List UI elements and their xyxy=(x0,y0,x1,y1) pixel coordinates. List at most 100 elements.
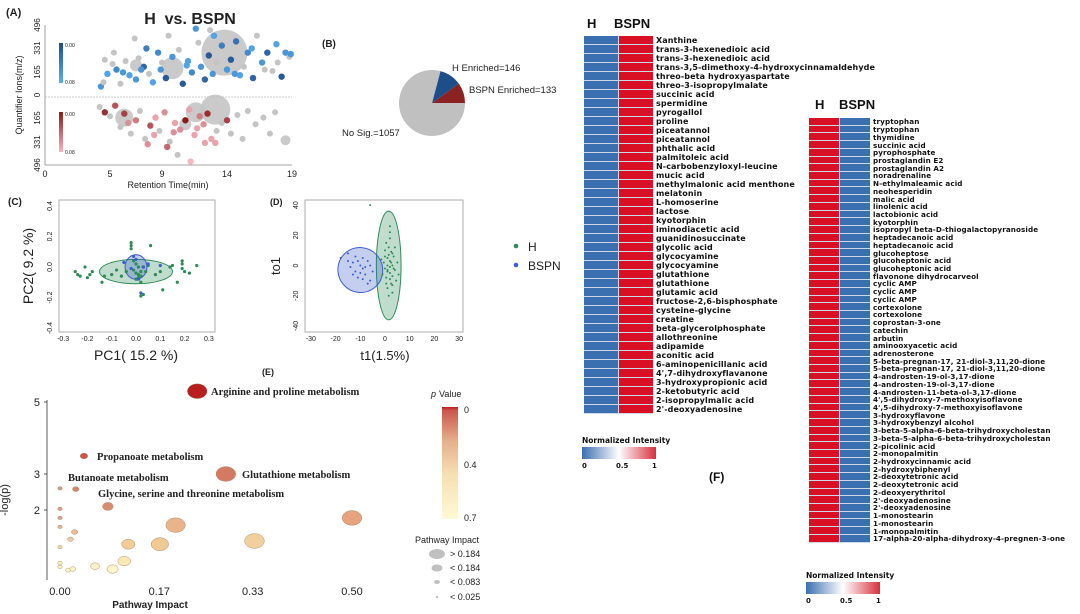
metabolite-label: adrenosterone xyxy=(873,348,934,358)
heatmap-cell-bspn xyxy=(618,45,653,54)
heatmap-cell-h xyxy=(584,306,619,315)
heatmap-cell-h xyxy=(584,207,619,216)
a-point-top xyxy=(248,45,255,52)
point-h xyxy=(390,282,393,285)
point-h xyxy=(387,253,390,256)
a-point-top xyxy=(131,35,138,42)
y-tick: -0.2 xyxy=(47,291,54,303)
point-bspn xyxy=(136,277,141,281)
metabolite-label: cortexolone xyxy=(873,302,923,312)
point-h xyxy=(139,294,143,298)
e-label-butanoate: Butanoate metabolism xyxy=(68,473,169,484)
pathway-bubble xyxy=(57,545,63,549)
point-h xyxy=(161,288,165,292)
heatmap2-legend-tick-1: 1 xyxy=(876,597,881,605)
a-point-top xyxy=(104,70,111,78)
point-h xyxy=(110,273,114,277)
heatmap-cell-bspn xyxy=(839,496,870,504)
a-point-top xyxy=(154,49,162,56)
metabolite-label: thymidine xyxy=(873,132,915,142)
heatmap-row: 4-androsten-11-beta-ol-3,17-dione xyxy=(809,388,1016,397)
point-h xyxy=(391,264,394,267)
heatmap-row: 4',5-dihydroxy-7-methoxyisoflavone xyxy=(809,395,1023,404)
heatmap-cell-h xyxy=(809,249,840,257)
a-point-top xyxy=(209,70,216,78)
heatmap-cell-bspn xyxy=(839,272,870,281)
e-cb-tick-1: 0.4 xyxy=(464,460,477,470)
heatmap2-legend-tick-mid: 0.5 xyxy=(840,597,853,605)
heatmap-cell-h xyxy=(584,99,619,108)
point-h xyxy=(139,274,143,278)
heatmap-cell-bspn xyxy=(618,396,653,405)
a-point-bottom xyxy=(260,114,267,121)
heatmap-cell-bspn xyxy=(618,81,653,90)
x-tick: 0.1 xyxy=(155,336,165,343)
heatmap-row: coprostan-3-one xyxy=(809,318,941,327)
heatmap-cell-h xyxy=(584,54,619,63)
heatmap1-legend-title: Normalized Intensity xyxy=(582,436,671,445)
point-bspn xyxy=(351,261,354,264)
e-size-legend-mark-4 xyxy=(435,596,439,598)
heatmap-cell-h xyxy=(809,527,840,535)
a-point-top xyxy=(117,80,124,87)
a-x-tick: 14 xyxy=(222,169,232,179)
heatmap1-legend-tick-0: 0 xyxy=(582,462,587,470)
e-size-legend-title: Pathway Impact xyxy=(415,535,480,545)
heatmap-cell-bspn xyxy=(618,360,653,369)
a-point-bottom xyxy=(212,139,219,147)
heatmap-cell-h xyxy=(809,449,840,458)
heatmap-cell-bspn xyxy=(839,280,870,288)
heatmap-cell-h xyxy=(584,333,619,342)
metabolite-label: heptadecanoic acid xyxy=(873,240,954,250)
panel-d-label: (D) xyxy=(270,197,283,207)
metabolite-label: glucoheptonic acid xyxy=(873,264,952,274)
point-h xyxy=(396,261,399,264)
panel-c: (C) -0.3 -0.2 -0.1 0.0 0.1 0.2 0.30.40.20.0-0.… xyxy=(8,197,216,363)
a-point-top xyxy=(231,70,238,78)
point-h xyxy=(134,271,138,275)
heatmap-cell-h xyxy=(809,133,840,142)
pathway-bubble xyxy=(117,556,131,567)
point-h xyxy=(382,261,385,264)
heatmap-cell-h xyxy=(584,288,619,297)
x-tick: -30 xyxy=(306,336,316,343)
heatmap-row: 4',5-dihydroxy-7-methoxyisoflavone xyxy=(809,403,1023,412)
heatmap-row: glucoheptonic acid xyxy=(809,256,951,265)
point-h xyxy=(131,259,136,263)
a-y-tick: 496 xyxy=(33,18,42,32)
heatmap-cell-h xyxy=(809,473,840,481)
metabolite-label: glycocyamine xyxy=(656,252,719,261)
heatmap-row: aminooxyacetic acid xyxy=(809,341,957,350)
a-point-top xyxy=(227,56,235,63)
panel-a-marks xyxy=(96,25,294,165)
metabolite-label: piceatannol xyxy=(656,126,710,135)
a-point-top xyxy=(282,49,289,56)
metabolite-label: trans-3-hexenedioic acid xyxy=(656,54,770,63)
legend-bspn-dot xyxy=(513,262,519,268)
point-h xyxy=(119,274,124,278)
metabolite-label: glutamic acid xyxy=(656,288,718,297)
point-h xyxy=(180,266,184,271)
metabolite-label: 3-beta-5-alpha-6-beta-trihydroxycholesta… xyxy=(873,433,1051,443)
heatmap-cell-bspn xyxy=(839,442,870,450)
heatmap-cell-bspn xyxy=(839,341,870,350)
heatmap-cell-bspn xyxy=(618,216,653,225)
x-tick: 20 xyxy=(431,336,439,343)
heatmap-cell-h xyxy=(809,426,840,435)
heatmap2-legend-title: Normalized Intensity xyxy=(806,571,895,580)
heatmap-row: threo-3-isopropylmalate xyxy=(584,81,768,90)
heatmap-cell-h xyxy=(584,198,619,207)
heatmap-cell-bspn xyxy=(618,261,653,270)
heatmap-row: tryptophan xyxy=(809,117,919,126)
metabolite-label: tryptophan xyxy=(873,125,920,135)
metabolite-label: cyclic AMP xyxy=(873,287,917,297)
point-h xyxy=(129,241,133,245)
heatmap-cell-h xyxy=(809,388,840,396)
a-point-top xyxy=(113,66,120,73)
heatmap-row: 2-picolinic acid xyxy=(809,442,935,451)
point-bspn xyxy=(366,282,369,285)
metabolite-label: noradrenaline xyxy=(873,171,932,181)
heatmap-cell-bspn xyxy=(839,303,870,311)
heatmap-row: 17-alpha-20-alpha-dihydroxy-4-pregnen-3-… xyxy=(809,534,1065,543)
point-h xyxy=(386,269,389,272)
